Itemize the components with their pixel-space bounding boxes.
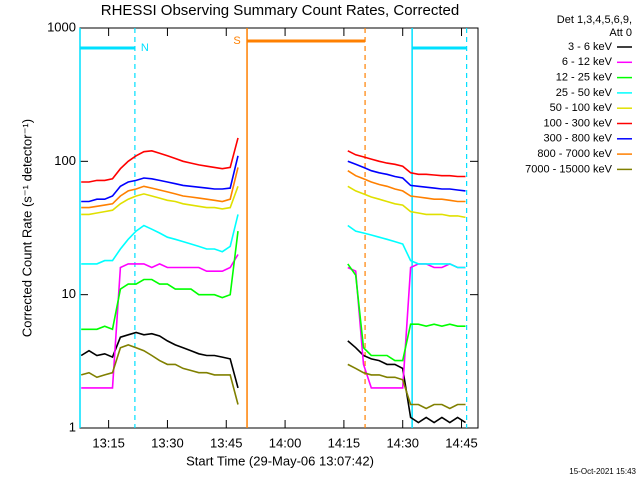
legend-title: Det 1,3,4,5,6,9, xyxy=(557,14,632,26)
legend-label: 12 - 25 keV xyxy=(556,72,613,84)
legend-label: 6 - 12 keV xyxy=(562,56,613,68)
legend-label: 50 - 100 keV xyxy=(550,102,613,114)
chart-title: RHESSI Observing Summary Count Rates, Co… xyxy=(101,2,459,19)
y-axis-label: Corrected Count Rate (s⁻¹ detector⁻¹) xyxy=(19,119,34,337)
y-tick-label: 10 xyxy=(62,286,76,301)
series-line xyxy=(81,137,466,183)
x-tick-label: 14:30 xyxy=(386,435,419,450)
legend-label: 100 - 300 keV xyxy=(544,117,613,129)
x-axis-label: Start Time (29-May-06 13:07:42) xyxy=(186,453,374,468)
x-tick-label: 14:45 xyxy=(445,435,478,450)
x-tick-label: 14:00 xyxy=(269,435,302,450)
footer: 15-Oct-2021 15:43 xyxy=(569,467,636,476)
legend-label: 800 - 7000 keV xyxy=(537,148,612,160)
series-line xyxy=(81,254,466,389)
legend-label: 300 - 800 keV xyxy=(544,133,613,145)
y-tick-label: 100 xyxy=(54,153,76,168)
series-line xyxy=(80,344,466,410)
x-tick-label: 13:45 xyxy=(210,435,243,450)
series-line xyxy=(81,185,466,219)
legend-label: 25 - 50 keV xyxy=(556,87,613,99)
x-tick-label: 14:15 xyxy=(328,435,361,450)
interval-label: S xyxy=(233,35,240,47)
y-tick-label: 1000 xyxy=(47,19,76,34)
series-line xyxy=(81,155,466,203)
x-tick-label: 13:15 xyxy=(92,435,125,450)
series-line xyxy=(81,231,466,362)
legend-label: 7000 - 15000 keV xyxy=(525,163,613,175)
series-line xyxy=(81,167,466,209)
x-tick-label: 13:30 xyxy=(151,435,184,450)
y-tick-label: 1 xyxy=(69,419,76,434)
legend-label: 3 - 6 keV xyxy=(568,41,613,53)
legend-title: Att 0 xyxy=(609,27,632,39)
interval-label: N xyxy=(141,42,149,54)
series-line xyxy=(81,214,466,269)
